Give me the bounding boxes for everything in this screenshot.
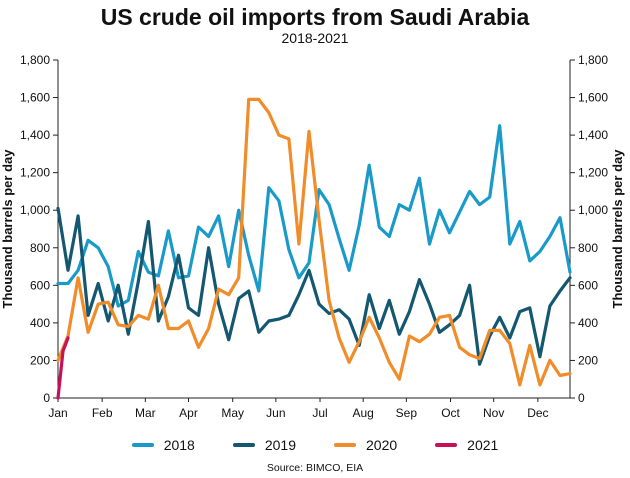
x-tick-label: Feb <box>92 406 113 420</box>
series-line-2019 <box>56 206 572 366</box>
x-tick-label: Aug <box>353 406 374 420</box>
x-tick-label: Nov <box>483 406 504 420</box>
y-tick-label-left: 0 <box>43 391 50 405</box>
y-tick-label-left: 1,000 <box>20 203 50 217</box>
legend-item-2020: 2020 <box>334 437 397 453</box>
series-line-2020 <box>56 97 572 387</box>
x-tick-label: Jun <box>266 406 285 420</box>
chart-title: US crude oil imports from Saudi Arabia <box>100 4 530 30</box>
legend-item-2018: 2018 <box>131 437 195 453</box>
legend: 2018 2019 2020 2021 <box>0 437 630 453</box>
y-tick-label-left: 800 <box>30 241 50 255</box>
legend-swatch-2018 <box>131 443 154 447</box>
series-line-2021 <box>56 336 70 400</box>
legend-swatch-2020 <box>334 443 356 447</box>
y-tick-label-right: 1,400 <box>578 128 608 142</box>
y-tick-label-left: 200 <box>30 353 50 367</box>
y-tick-label-right: 1,600 <box>578 91 608 105</box>
x-tick-label: May <box>221 406 244 420</box>
y-tick-label-right: 1,800 <box>578 53 608 67</box>
y-tick-label-right: 800 <box>578 241 598 255</box>
chart-subtitle: 2018-2021 <box>281 30 349 46</box>
y-tick-label-left: 1,800 <box>20 53 50 67</box>
x-tick-label: Oct <box>441 406 460 420</box>
y-tick-label-right: 400 <box>578 316 598 330</box>
x-tick-label: Dec <box>527 406 548 420</box>
x-tick-label: Sep <box>396 406 418 420</box>
y-tick-label-left: 1,200 <box>20 166 50 180</box>
legend-swatch-2021 <box>435 443 458 447</box>
y-tick-label-right: 1,000 <box>578 203 608 217</box>
y-tick-label-left: 600 <box>30 278 50 292</box>
legend-label-2020: 2020 <box>366 437 398 453</box>
y-axis-title-right: Thousand barrels per day <box>610 149 625 309</box>
y-tick-label-left: 1,600 <box>20 91 50 105</box>
x-tick-label: Jan <box>48 406 67 420</box>
y-tick-label-right: 0 <box>578 391 585 405</box>
y-tick-label-right: 200 <box>578 353 598 367</box>
x-tick-label: Apr <box>179 406 198 420</box>
y-axis-title-left: Thousand barrels per day <box>0 149 15 309</box>
legend-label-2018: 2018 <box>163 437 195 453</box>
legend-label-2019: 2019 <box>264 437 296 453</box>
legend-item-2019: 2019 <box>232 437 296 453</box>
legend-swatch-2019 <box>232 443 255 447</box>
y-tick-label-left: 400 <box>30 316 50 330</box>
series-line-2018 <box>56 124 572 308</box>
y-tick-label-right: 1,200 <box>578 166 608 180</box>
x-tick-label: Mar <box>135 406 156 420</box>
y-tick-label-left: 1,400 <box>20 128 50 142</box>
x-tick-label: Jul <box>312 406 327 420</box>
source-note: Source: BIMCO, EIA <box>266 462 364 474</box>
legend-label-2021: 2021 <box>467 437 499 453</box>
y-tick-label-right: 600 <box>578 278 598 292</box>
legend-item-2021: 2021 <box>435 437 498 453</box>
